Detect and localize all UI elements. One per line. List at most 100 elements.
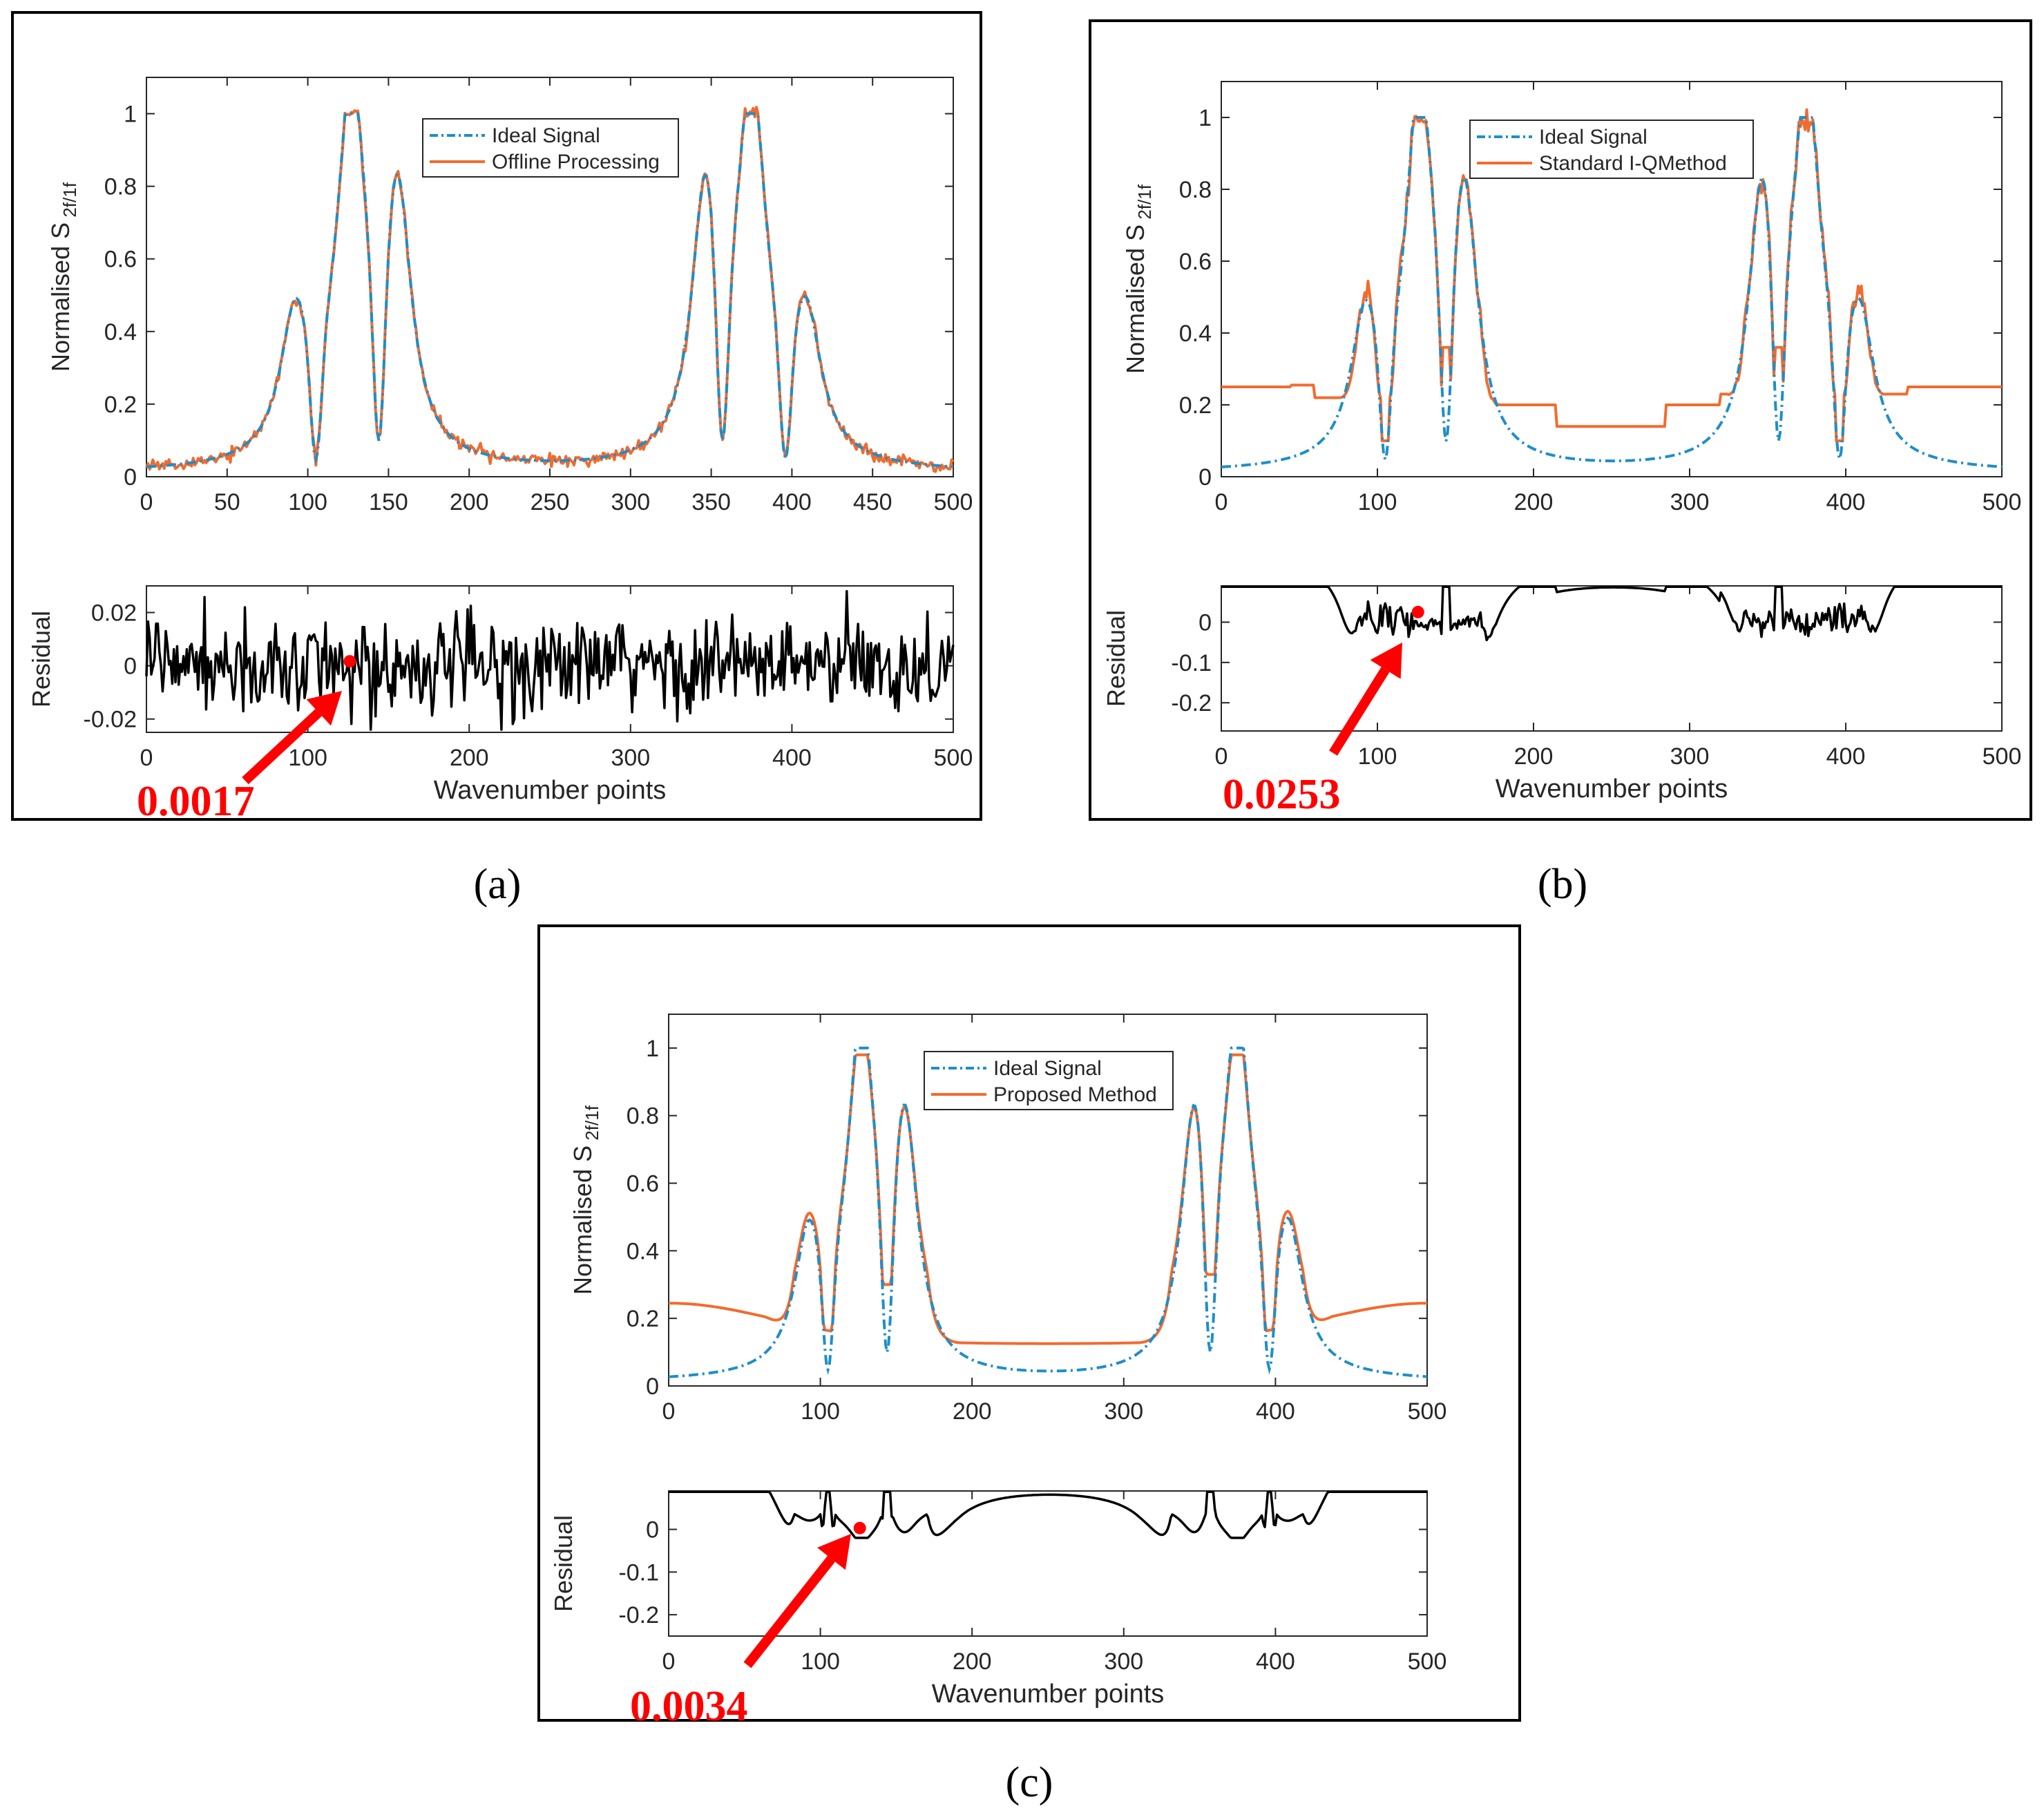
panel-a-main-ytick-label: 0.6	[104, 247, 137, 273]
panel-c-legend-box	[924, 1051, 1174, 1110]
panel-a-main-ylabel: Normalised S 2f/1f	[46, 182, 80, 372]
panel-b-residual-marker	[1411, 605, 1424, 618]
panel-c-annotation-value: 0.0034	[630, 1683, 748, 1730]
panel-a-main-xtick-label: 100	[288, 489, 327, 515]
panel-c-main-ytick-label: 0.2	[627, 1306, 659, 1332]
panel-a-series-ideal	[146, 112, 954, 468]
panel-b-legend-measured-label: Standard I-QMethod	[1539, 152, 1727, 175]
panel-c-legend-ideal-label: Ideal Signal	[993, 1057, 1102, 1080]
panel-a-res-xtick-label: 0	[140, 745, 153, 771]
panel-c-res-xtick-label: 200	[953, 1648, 992, 1675]
panel-a-main-ytick-label: 0.4	[104, 319, 137, 345]
panel-b-res-xtick-label: 100	[1358, 743, 1397, 770]
panel-a-res-ytick-label: -0.02	[84, 707, 137, 733]
panel-a-main-xtick-label: 250	[531, 489, 570, 515]
panel-c-main-xtick-label: 500	[1408, 1398, 1447, 1425]
panel-a-main-xtick-label: 400	[772, 489, 812, 515]
panel-a-legend-measured-label: Offline Processing	[492, 151, 660, 173]
panel-b-res-ytick-label: 0	[1198, 610, 1212, 636]
panel-b-main-ytick-label: 1	[1198, 105, 1212, 131]
panel-c-main-ytick-label: 0.4	[627, 1238, 659, 1264]
panel-c-annotation-arrow-head	[817, 1534, 851, 1570]
panel-a-res-xtick-label: 400	[772, 745, 812, 771]
panel-b-main-xtick-label: 300	[1670, 489, 1710, 515]
panel-b-main-xtick-label: 0	[1215, 489, 1228, 515]
panel-a: 0 50 100 150 200 250 300 350 400 450 50000.20.40.6…	[27, 77, 973, 825]
panel-a-res-xtick-label: 100	[288, 745, 327, 771]
panel-b-main-xtick-label: 100	[1358, 489, 1397, 515]
panel-b-main-ytick-label: 0	[1198, 464, 1212, 491]
panel-c: 0 100 200 300 400 500 0 0.2 0.4 0.6 0.8 1 Normalised…	[549, 1014, 1446, 1730]
panel-a-residual-marker	[343, 655, 356, 668]
panel-b-res-ytick-label: -0.1	[1171, 650, 1212, 676]
panel-a-frame	[11, 11, 982, 821]
panel-c-residual-marker	[853, 1521, 866, 1534]
panel-a-legend-box	[422, 118, 679, 178]
panel-a-annotation-arrow-head	[306, 691, 342, 726]
panel-b: 0 100 200 300 400 500 0 0.2 0.4 0.6 0.8 1 Normalised…	[1102, 81, 2022, 818]
panel-b-res-xtick-label: 400	[1826, 743, 1866, 770]
caption-c: (c)	[1006, 1759, 1053, 1806]
panel-a-main-ytick-label: 0.8	[104, 174, 137, 200]
panel-a-res-ytick-label: 0	[124, 654, 137, 680]
panel-c-res-xtick-label: 300	[1104, 1648, 1143, 1675]
panel-b-main-ytick-label: 0.6	[1179, 249, 1212, 275]
panel-c-res-ytick-label: -0.2	[618, 1602, 659, 1628]
panel-a-main-xtick-label: 300	[611, 489, 650, 515]
panel-b-res-axes-box	[1221, 585, 2003, 732]
panel-b-annotation-arrow-head	[1370, 643, 1402, 679]
panel-b-annotation-value: 0.0253	[1223, 771, 1341, 818]
panel-c-annotation-arrow-shaft	[743, 1555, 835, 1669]
panel-b-main-ylabel-subscript: 2f/1f	[1134, 184, 1155, 225]
panel-a-legend-ideal-label: Ideal Signal	[492, 124, 600, 147]
panel-c-main-ytick-label: 0.6	[627, 1171, 659, 1197]
panel-b-res-xtick-label: 300	[1670, 743, 1710, 770]
panel-a-main-xtick-label: 500	[934, 489, 973, 515]
panel-b-residual-line	[1221, 585, 2002, 642]
panel-c-res-ytick-label: 0	[646, 1517, 659, 1543]
panel-c-main-ytick-label: 1	[646, 1036, 659, 1062]
panel-c-main-ytick-label: 0	[646, 1374, 659, 1400]
panel-b-main-ytick-label: 0.8	[1179, 177, 1212, 203]
panel-a-main-xtick-label: 200	[450, 489, 489, 515]
panel-a-annotation-arrow-shaft	[242, 709, 323, 785]
panel-a-annotation-value: 0.0017	[137, 778, 255, 825]
panel-b-legend-ideal-label: Ideal Signal	[1539, 126, 1647, 149]
panel-a-residual-line	[145, 589, 955, 731]
panel-c-res-xtick-label: 0	[662, 1648, 676, 1675]
panel-c-main-xtick-label: 100	[801, 1398, 840, 1425]
panel-b-series-ideal	[1221, 116, 2003, 468]
panel-b-res-ylabel: Residual	[1102, 610, 1130, 707]
caption-a: (a)	[474, 861, 522, 908]
panel-a-main-ytick-label: 0	[124, 464, 137, 491]
panel-a-res-xtick-label: 500	[934, 745, 973, 771]
panel-a-main-xtick-label: 0	[140, 489, 153, 515]
caption-b: (b)	[1538, 861, 1587, 908]
panel-c-main-xtick-label: 0	[662, 1398, 676, 1425]
panel-b-res-ytick-label: -0.2	[1171, 690, 1212, 716]
panel-a-main-xtick-label: 50	[214, 489, 240, 515]
panel-b-main-ylabel: Normalised S 2f/1f	[1121, 184, 1155, 374]
panel-b-legend-box	[1469, 120, 1754, 179]
panel-c-res-xtick-label: 100	[801, 1648, 840, 1675]
panel-a-main-ytick-label: 0.2	[104, 392, 137, 418]
panel-b-main-xtick-label: 200	[1514, 489, 1554, 515]
panel-c-series-measured	[669, 1053, 1427, 1345]
panel-c-res-xtick-label: 500	[1408, 1648, 1447, 1675]
panel-a-main-ytick-label: 1	[124, 102, 137, 128]
panel-a-main-xtick-label: 450	[853, 489, 892, 515]
panel-c-main-xtick-label: 200	[953, 1398, 992, 1425]
panel-b-main-ytick-label: 0.2	[1179, 392, 1212, 419]
panel-c-main-xtick-label: 400	[1256, 1398, 1295, 1425]
panel-c-xlabel: Wavenumber points	[932, 1680, 1165, 1709]
panel-a-main-xtick-label: 350	[691, 489, 731, 515]
panel-c-main-ylabel: Normalised S 2f/1f	[569, 1105, 602, 1295]
panel-a-xlabel: Wavenumber points	[434, 776, 667, 805]
panel-a-res-ytick-label: 0.02	[91, 600, 137, 627]
panel-b-res-xtick-label: 500	[1983, 743, 2022, 770]
panel-c-legend-measured-label: Proposed Method	[993, 1083, 1157, 1106]
panel-b-frame	[1089, 19, 2032, 821]
panel-b-res-xtick-label: 200	[1514, 743, 1554, 770]
panel-b-main-xtick-label: 500	[1983, 489, 2022, 515]
panel-a-res-xtick-label: 200	[450, 745, 489, 771]
